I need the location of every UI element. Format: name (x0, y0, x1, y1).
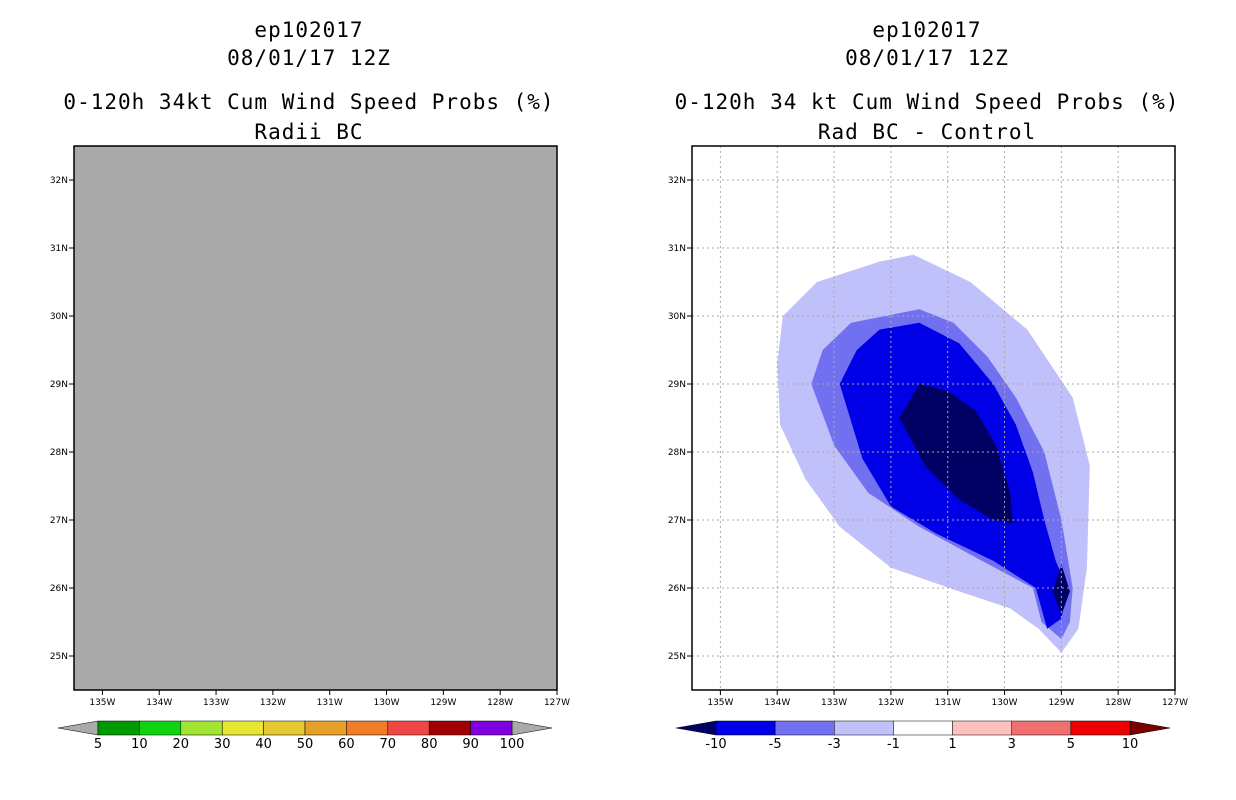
right-y-tick-label: 29N (668, 380, 686, 390)
left-colorbar-label: 20 (173, 737, 190, 752)
right-x-tick-label: 133W (821, 698, 847, 708)
left-colorbar-swatch-0 (97, 720, 140, 736)
left-x-tick-label: 128W (487, 698, 513, 708)
left-x-tick-label: 131W (317, 698, 343, 708)
left-colorbar-label: 50 (297, 737, 314, 752)
left-colorbar-swatch-2 (180, 720, 223, 736)
right-y-tick-label: 30N (668, 312, 686, 322)
right-experiment-title: Rad BC - Control (817, 120, 1037, 144)
right-y-tick-label: 25N (668, 652, 686, 662)
left-y-tick-label: 25N (50, 652, 68, 662)
left-colorbar-label: 5 (94, 737, 102, 752)
right-colorbar-swatch-6 (1070, 720, 1131, 736)
left-y-tick-label: 29N (50, 380, 68, 390)
right-x-tick-label: 129W (1048, 698, 1074, 708)
left-colorbar-swatch-5 (304, 720, 347, 736)
left-x-tick-label: 127W (544, 698, 570, 708)
left-plot-frame (73, 145, 558, 691)
left-y-tick-label: 27N (50, 516, 68, 526)
left-x-tick-label: 134W (146, 698, 172, 708)
right-y-tick-label: 28N (668, 448, 686, 458)
left-chart-panel: ep102017 08/01/17 12Z 0-120h 34kt Cum Wi… (50, 18, 570, 752)
left-colorbar-label: 10 (131, 737, 148, 752)
left-init-time: 08/01/17 12Z (227, 46, 391, 70)
left-colorbar-under-arrow (57, 720, 99, 736)
right-x-tick-label: 127W (1162, 698, 1188, 708)
right-colorbar-swatch-4 (952, 720, 1012, 736)
right-colorbar-swatch-2 (834, 720, 894, 736)
right-y-tick-label: 31N (668, 244, 686, 254)
right-colorbar-label: 10 (1122, 737, 1139, 752)
right-colorbar-swatch-0 (715, 720, 776, 736)
left-x-tick-label: 133W (203, 698, 229, 708)
right-x-tick-label: 128W (1105, 698, 1131, 708)
left-experiment-title: Radii BC (254, 120, 364, 144)
left-x-tick-label: 130W (373, 698, 399, 708)
left-colorbar-swatch-1 (139, 720, 182, 736)
left-colorbar-label: 70 (380, 737, 397, 752)
right-chart-panel: ep102017 08/01/17 12Z 0-120h 34 kt Cum W… (618, 0, 1236, 800)
left-colorbar-swatch-4 (263, 720, 306, 736)
left-x-tick-label: 132W (260, 698, 286, 708)
right-plot-frame (691, 145, 1176, 691)
left-colorbar-label: 80 (421, 737, 438, 752)
left-colorbar-label: 90 (462, 737, 479, 752)
right-colorbar-label: 5 (1067, 737, 1075, 752)
right-colorbar-label: -10 (705, 737, 726, 752)
left-colorbar-label: 100 (500, 737, 525, 752)
left-y-tick-label: 26N (50, 584, 68, 594)
right-colorbar-label: 1 (948, 737, 956, 752)
left-storm-id: ep102017 (254, 18, 364, 42)
left-y-tick-label: 32N (50, 176, 68, 186)
left-colorbar-label: 60 (338, 737, 355, 752)
right-contour-3 (899, 384, 1014, 524)
left-x-tick-label: 135W (89, 698, 115, 708)
right-colorbar-label: -5 (769, 737, 782, 752)
left-colorbar-over-arrow (511, 720, 553, 736)
left-colorbar-swatch-8 (428, 720, 471, 736)
left-plot-area (74, 146, 557, 690)
right-y-tick-label: 26N (668, 584, 686, 594)
right-y-tick-label: 32N (668, 176, 686, 186)
right-colorbar-label: 3 (1008, 737, 1016, 752)
right-colorbar-over-arrow (1129, 720, 1171, 736)
left-colorbar-label: 40 (255, 737, 272, 752)
left-y-tick-label: 28N (50, 448, 68, 458)
right-colorbar-label: -3 (828, 737, 841, 752)
left-x-tick-label: 129W (430, 698, 456, 708)
left-colorbar-swatch-9 (470, 720, 513, 736)
right-init-time: 08/01/17 12Z (845, 46, 1009, 70)
right-x-tick-label: 132W (878, 698, 904, 708)
right-storm-id: ep102017 (872, 18, 982, 42)
right-colorbar-under-arrow (675, 720, 717, 736)
right-colorbar-swatch-5 (1011, 720, 1072, 736)
left-map-plot: 135W 134W 133W 132W 131W 130W 129W 128W 127W 25N 2… (50, 145, 570, 752)
right-contour-4 (1052, 564, 1070, 616)
right-colorbar-label: -1 (887, 737, 900, 752)
right-product-title: 0-120h 34 kt Cum Wind Speed Probs (%) (674, 90, 1180, 114)
right-x-tick-label: 130W (991, 698, 1017, 708)
left-colorbar-label: 30 (214, 737, 231, 752)
left-colorbar-swatch-3 (221, 720, 264, 736)
left-y-tick-label: 31N (50, 244, 68, 254)
left-colorbar-swatch-7 (387, 720, 430, 736)
right-x-tick-label: 131W (935, 698, 961, 708)
right-x-tick-label: 135W (707, 698, 733, 708)
right-x-tick-label: 134W (764, 698, 790, 708)
right-colorbar-swatch-3 (893, 720, 953, 736)
right-map-plot: 135W 134W 133W 132W 131W 130W 129W 128W 127W 25N 2… (668, 145, 1188, 752)
right-colorbar-swatch-1 (774, 720, 835, 736)
left-colorbar-swatch-6 (346, 720, 389, 736)
right-y-tick-label: 27N (668, 516, 686, 526)
left-y-tick-label: 30N (50, 312, 68, 322)
left-product-title: 0-120h 34kt Cum Wind Speed Probs (%) (63, 90, 555, 114)
